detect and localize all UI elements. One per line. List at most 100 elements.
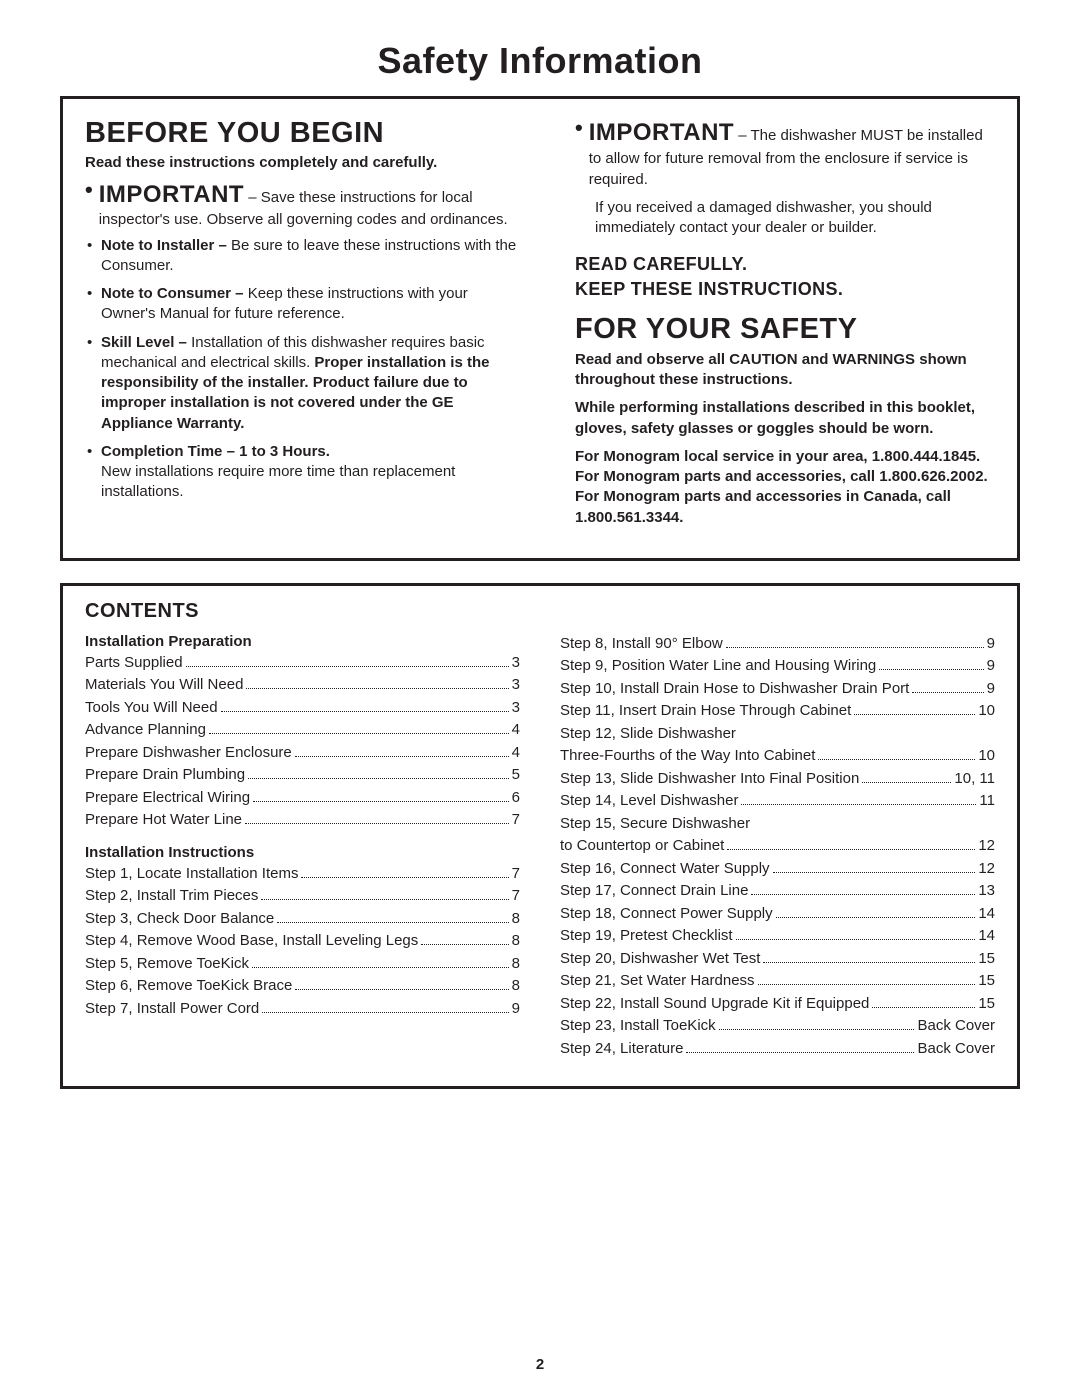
toc-page: 5 [512,764,520,787]
toc-page: 9 [987,655,995,678]
toc-page: 4 [512,742,520,765]
toc-label: Step 17, Connect Drain Line [560,880,748,903]
toc-dots [854,714,975,715]
toc-label: Prepare Electrical Wiring [85,787,250,810]
toc-page: 15 [978,993,995,1016]
toc-dots [872,1007,975,1008]
toc-label: Prepare Dishwasher Enclosure [85,742,292,765]
toc-dots [912,692,983,693]
toc-page: 14 [978,925,995,948]
toc-label: Prepare Drain Plumbing [85,764,245,787]
bullet-lead: Completion Time – [101,443,239,460]
toc-page: 15 [978,970,995,993]
toc-page: 13 [978,880,995,903]
safety-para-2: While performing installations described… [575,398,995,439]
toc-page: Back Cover [917,1038,995,1061]
read-carefully: READ CAREFULLY. KEEP THESE INSTRUCTIONS. [575,252,995,301]
toc-line: Step 20, Dishwasher Wet Test15 [560,948,995,971]
important-row: • IMPORTANT – Save these instructions fo… [85,179,523,230]
toc-label: Parts Supplied [85,652,183,675]
toc-dots [862,782,951,783]
toc-label: Step 21, Set Water Hardness [560,970,755,993]
toc-page: 10, 11 [954,768,995,791]
toc-line: Prepare Hot Water Line 7 [85,809,520,832]
toc-line: Step 3, Check Door Balance8 [85,908,520,931]
toc-page: 6 [512,787,520,810]
left-column: BEFORE YOU BEGIN Read these instructions… [85,117,523,536]
toc-label: Step 7, Install Power Cord [85,998,259,1021]
bullet-lead: Note to Installer – [101,237,231,254]
toc-dots [719,1029,915,1030]
toc-line: Step 2, Install Trim Pieces7 [85,885,520,908]
toc-label: Step 1, Locate Installation Items [85,863,298,886]
toc-line: Step 21, Set Water Hardness 15 [560,970,995,993]
toc-page: 11 [979,790,995,813]
toc-dots [741,804,976,805]
toc-line: Materials You Will Need3 [85,674,520,697]
toc-page: 9 [987,633,995,656]
toc-label: Step 18, Connect Power Supply [560,903,773,926]
safety-para-1: Read and observe all CAUTION and WARNING… [575,350,995,391]
toc-line: Step 23, Install ToeKickBack Cover [560,1015,995,1038]
toc-page: 8 [512,908,520,931]
toc-page: 7 [512,885,520,908]
toc-line: Tools You Will Need3 [85,697,520,720]
right-column: • IMPORTANT – The dishwasher MUST be ins… [557,117,995,536]
important-dash: – [244,189,261,206]
toc-label: Step 16, Connect Water Supply [560,858,770,881]
page-number: 2 [0,1356,1080,1373]
toc-line: Step 14, Level Dishwasher11 [560,790,995,813]
toc-line: Step 18, Connect Power Supply 14 [560,903,995,926]
toc-dots [295,989,508,990]
toc-page: 14 [978,903,995,926]
right-important-dash: – [734,127,750,144]
toc-line: Step 4, Remove Wood Base, Install Leveli… [85,930,520,953]
bullet-item: Note to Installer – Be sure to leave the… [85,236,523,277]
toc-line-nopage: Step 12, Slide Dishwasher [560,723,995,746]
toc-dots [879,669,983,670]
toc-page: 10 [978,700,995,723]
bullet-dot: • [575,117,583,139]
safety-box: BEFORE YOU BEGIN Read these instructions… [60,96,1020,561]
toc-label: Step 11, Insert Drain Hose Through Cabin… [560,700,851,723]
toc-dots [726,647,984,648]
toc-label: Step 22, Install Sound Upgrade Kit if Eq… [560,993,869,1016]
toc-label: Step 23, Install ToeKick [560,1015,716,1038]
toc-page: 3 [512,674,520,697]
toc-line: Step 13, Slide Dishwasher Into Final Pos… [560,768,995,791]
toc-line: Step 1, Locate Installation Items 7 [85,863,520,886]
toc-line: Prepare Dishwasher Enclosure 4 [85,742,520,765]
right-sub-text: If you received a damaged dishwasher, yo… [595,198,995,239]
toc-dots [736,939,976,940]
section-heading: Installation Instructions [85,844,520,861]
toc-page: 7 [512,863,520,886]
toc-dots [751,894,975,895]
toc-dots [301,877,508,878]
contents-title: CONTENTS [85,600,995,623]
toc-label: to Countertop or Cabinet [560,835,724,858]
toc-page: 15 [978,948,995,971]
toc-page: 7 [512,809,520,832]
toc-line: Step 7, Install Power Cord9 [85,998,520,1021]
toc-label: Step 13, Slide Dishwasher Into Final Pos… [560,768,859,791]
bullet-item: Skill Level – Installation of this dishw… [85,333,523,434]
toc-dots [261,899,508,900]
contents-box: CONTENTS Installation Preparation Parts … [60,583,1020,1090]
toc-dots [209,733,509,734]
before-heading: BEFORE YOU BEGIN [85,117,523,150]
toc-label: Step 6, Remove ToeKick Brace [85,975,292,998]
toc-label: Prepare Hot Water Line [85,809,242,832]
toc-dots [758,984,976,985]
toc-dots [221,711,509,712]
right-important-row: • IMPORTANT – The dishwasher MUST be ins… [575,117,995,190]
toc-page: 10 [978,745,995,768]
toc-label: Step 24, Literature [560,1038,683,1061]
toc-line: Prepare Electrical Wiring 6 [85,787,520,810]
toc-dots [245,823,509,824]
bullet-text-below: New installations require more time than… [101,463,455,500]
toc-label: Step 19, Pretest Checklist [560,925,733,948]
page-title: Safety Information [60,40,1020,82]
toc-line: Step 8, Install 90° Elbow9 [560,633,995,656]
toc-page: 8 [512,953,520,976]
toc-dots [421,944,508,945]
